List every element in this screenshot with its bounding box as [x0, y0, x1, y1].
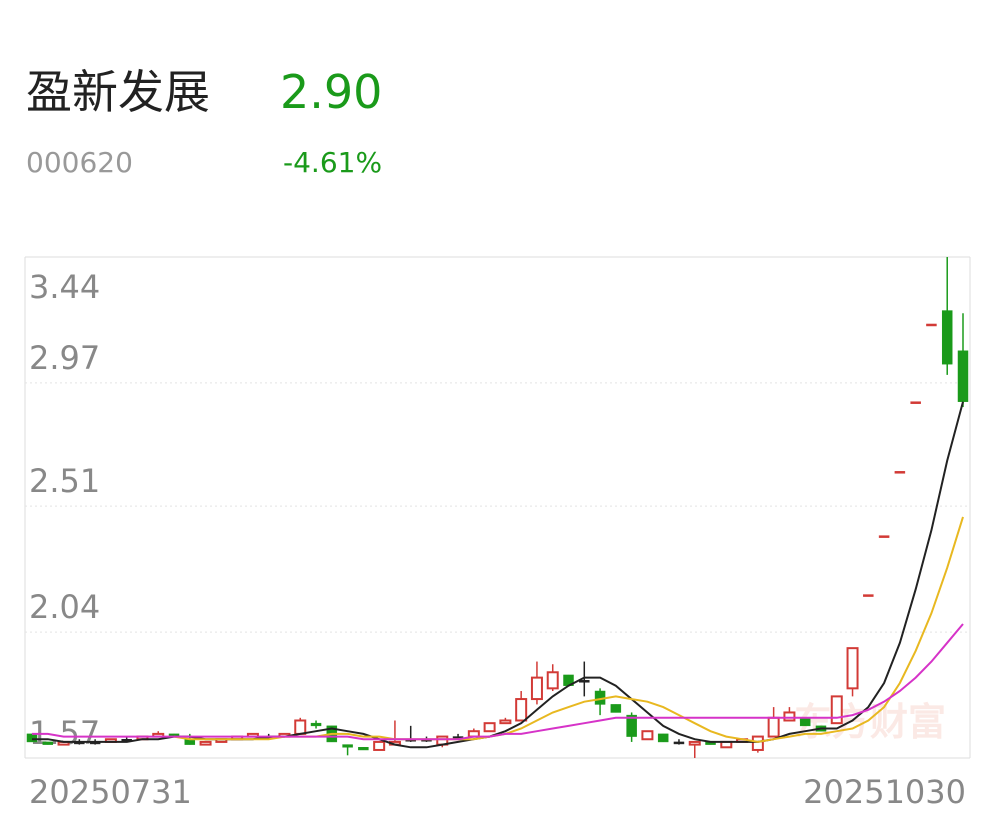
x-tick-label: 20251030: [803, 773, 966, 811]
candle-body: [751, 735, 764, 751]
candle-body: [546, 671, 559, 690]
candle-body: [673, 741, 685, 745]
ma-line: [32, 623, 964, 741]
candle-body: [610, 704, 622, 713]
watermark: 东方财富: [794, 700, 946, 744]
candle-body: [957, 350, 969, 402]
candle-body: [688, 740, 701, 746]
candle-body: [863, 594, 874, 597]
candle-body: [579, 680, 590, 683]
candle-body: [846, 647, 859, 690]
candle-body: [294, 719, 307, 735]
candle-body: [783, 711, 796, 722]
price-change: -4.61%: [283, 146, 382, 179]
stock-code: 000620: [26, 146, 133, 179]
price: 2.90: [280, 65, 382, 119]
stock-name: 盈新发展: [26, 65, 210, 119]
candle-body: [26, 733, 38, 743]
candle-body: [830, 695, 843, 725]
candle-body: [373, 740, 386, 751]
candle-body: [310, 722, 322, 727]
candle-body: [910, 401, 921, 404]
candle-body: [657, 733, 669, 743]
y-tick-label: 2.51: [29, 462, 100, 500]
y-tick-label: 3.44: [29, 268, 100, 306]
candle-body: [42, 741, 54, 745]
candle-body: [926, 323, 937, 327]
candle-body: [515, 698, 528, 722]
x-tick-label: 20250731: [29, 773, 192, 811]
y-tick-label: 2.04: [29, 588, 100, 626]
candle-body: [626, 714, 637, 737]
candle-body: [358, 747, 369, 751]
candle-body: [894, 471, 906, 474]
ma-line: [32, 401, 964, 749]
candle-body: [199, 740, 212, 746]
candle-body: [767, 716, 780, 738]
candle-body: [530, 676, 543, 701]
candle-body: [342, 744, 353, 748]
candle-body: [641, 730, 654, 741]
candle-body: [941, 310, 953, 365]
candle-body: [799, 717, 811, 727]
candle-body: [483, 722, 496, 733]
candle-body: [499, 719, 512, 725]
candle-body: [878, 535, 890, 538]
y-tick-label: 2.97: [29, 339, 100, 377]
